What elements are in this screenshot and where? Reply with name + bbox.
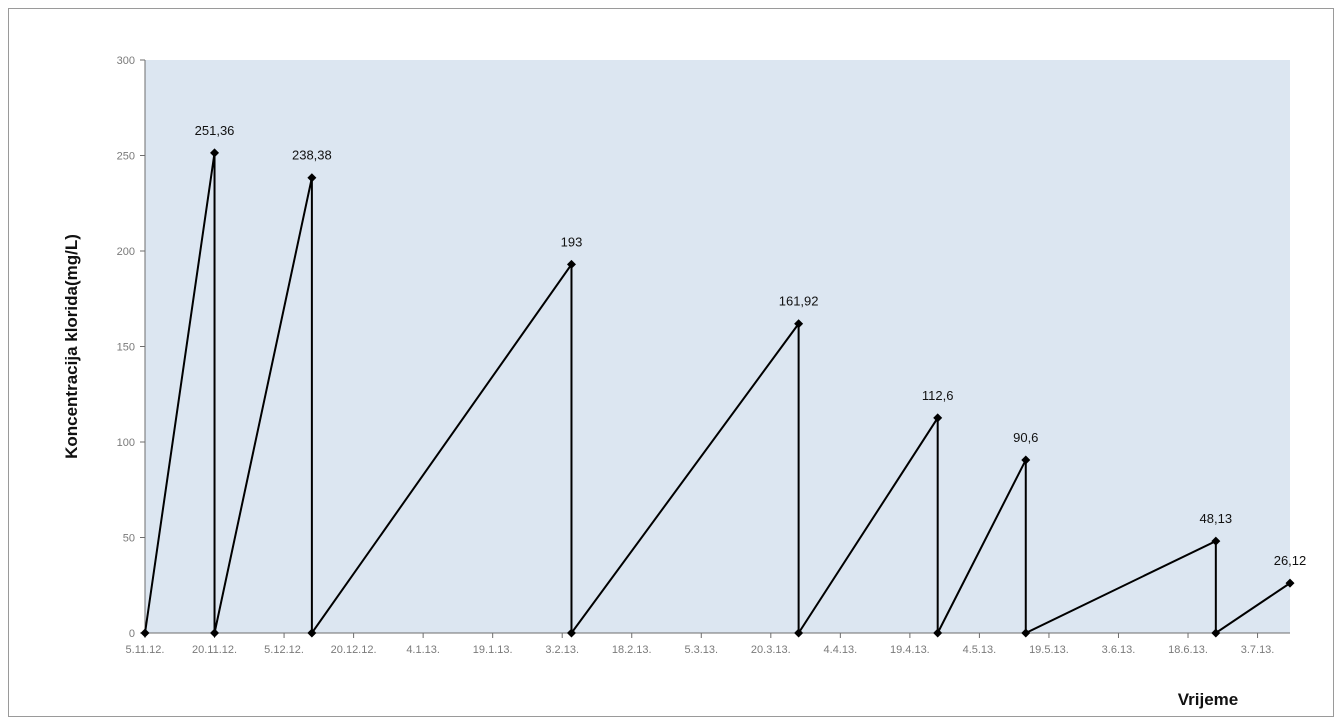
- data-point: [210, 628, 220, 638]
- x-axis-tick-labels: 5.11.12. 20.11.12. 5.12.12. 20.12.12. 4.1.13…: [126, 644, 1275, 656]
- data-labels: 251,36 238,38 193 161,92 112,6 90,6 48,13 26,12: [195, 123, 1307, 568]
- data-point: [210, 148, 220, 158]
- data-point: [566, 259, 576, 269]
- y-tick-label: 150: [117, 342, 135, 354]
- y-axis-tick-labels: 0 50 100 150 200 250 300: [117, 55, 135, 640]
- data-label: 161,92: [779, 294, 819, 309]
- y-tick-label: 250: [117, 151, 135, 163]
- y-axis-title: Koncentracija klorida(mg/L): [62, 234, 81, 459]
- x-tick-label: 4.1.13.: [406, 644, 440, 656]
- data-point: [140, 628, 150, 638]
- plot-area: [145, 60, 1290, 633]
- y-tick-label: 0: [129, 628, 135, 640]
- y-tick-label: 300: [117, 55, 135, 67]
- data-point: [1285, 578, 1295, 588]
- x-tick-label: 19.4.13.: [890, 644, 930, 656]
- data-point: [1211, 628, 1221, 638]
- x-tick-label: 20.11.12.: [192, 644, 237, 656]
- data-label: 193: [561, 234, 583, 249]
- data-point: [1021, 628, 1031, 638]
- x-axis-title: Vrijeme: [1178, 690, 1239, 709]
- x-tick-label: 19.5.13.: [1029, 644, 1069, 656]
- x-tick-label: 5.12.12.: [264, 644, 304, 656]
- data-label: 238,38: [292, 148, 332, 163]
- x-tick-label: 5.3.13.: [684, 644, 718, 656]
- data-label: 48,13: [1200, 511, 1233, 526]
- x-tick-label: 18.2.13.: [612, 644, 652, 656]
- series-line: [144, 152, 1291, 637]
- y-tick-label: 100: [117, 437, 135, 449]
- x-tick-label: 4.4.13.: [824, 644, 858, 656]
- x-tick-label: 4.5.13.: [963, 644, 997, 656]
- x-tick-label: 3.6.13.: [1102, 644, 1136, 656]
- data-point: [566, 628, 576, 638]
- data-label: 251,36: [195, 123, 235, 138]
- x-tick-label: 19.1.13.: [473, 644, 513, 656]
- data-label: 112,6: [922, 388, 954, 403]
- y-tick-label: 200: [117, 246, 135, 258]
- x-tick-label: 5.11.12.: [126, 644, 165, 656]
- data-point: [1211, 536, 1221, 546]
- data-point: [794, 628, 804, 638]
- data-point: [933, 413, 943, 423]
- x-tick-label: 3.7.13.: [1241, 644, 1275, 656]
- data-point: [794, 319, 804, 329]
- data-point: [933, 628, 943, 638]
- x-tick-label: 20.12.12.: [331, 644, 377, 656]
- data-point: [307, 173, 317, 183]
- y-tick-label: 50: [123, 533, 135, 545]
- data-point: [1021, 455, 1031, 465]
- data-label: 90,6: [1013, 430, 1038, 445]
- data-point: [307, 628, 317, 638]
- x-tick-label: 18.6.13.: [1168, 644, 1208, 656]
- data-markers: [140, 148, 1295, 638]
- data-label: 26,12: [1274, 553, 1307, 568]
- x-tick-label: 3.2.13.: [545, 644, 579, 656]
- y-axis-tick-marks: [140, 59, 145, 634]
- x-tick-label: 20.3.13.: [751, 644, 791, 656]
